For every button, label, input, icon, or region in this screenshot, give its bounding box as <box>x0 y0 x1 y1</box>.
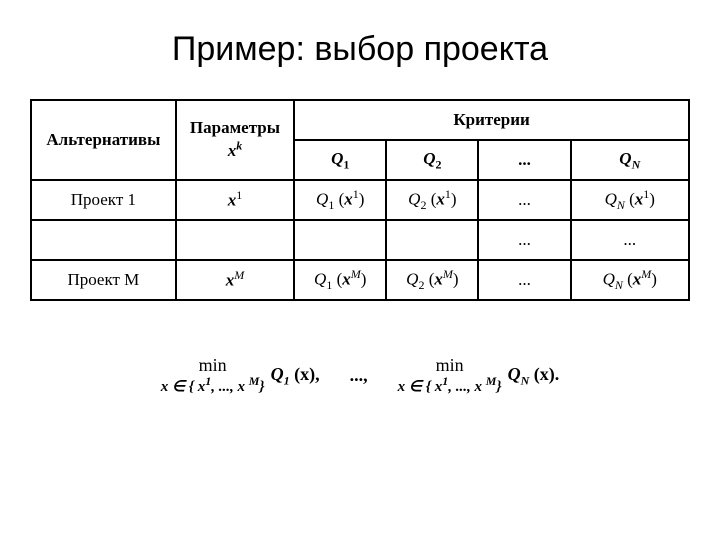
dom-close: } <box>496 379 501 395</box>
argv: x <box>342 270 351 289</box>
x: x <box>238 379 246 395</box>
table-row: ... ... <box>31 220 689 260</box>
th-parameters-l1: Параметры <box>190 118 280 137</box>
cd: , ..., <box>448 379 474 395</box>
table-row: Проект M xM Q1 (xM) Q2 (xM) ... QN (xM) <box>31 260 689 300</box>
th-criteria: Критерии <box>294 100 689 140</box>
min-label: min <box>199 356 227 375</box>
table-row: Проект 1 x1 Q1 (x1) Q2 (x1) ... QN (x1) <box>31 180 689 220</box>
sub: N <box>521 373 530 387</box>
var: x <box>228 191 237 210</box>
sm: M <box>486 374 497 388</box>
th-parameters: Параметры xk <box>176 100 294 180</box>
x: x <box>474 379 482 395</box>
sm: M <box>249 374 260 388</box>
cell-param <box>176 220 294 260</box>
cell-q2: Q2 (xM) <box>386 260 478 300</box>
cell-alt: Проект 1 <box>31 180 176 220</box>
slide: Пример: выбор проекта Альтернативы Парам… <box>0 0 720 540</box>
sub: N <box>615 278 623 292</box>
fn: Q <box>603 270 615 289</box>
cell-alt <box>31 220 176 260</box>
args: M <box>351 267 361 281</box>
th-dots: ... <box>478 140 570 180</box>
sup: 1 <box>236 188 242 202</box>
argv: x <box>635 190 644 209</box>
q-sub: 1 <box>343 157 349 171</box>
fn: Q <box>605 190 617 209</box>
th-param-var: x <box>228 141 237 160</box>
q-letter: Q <box>619 149 631 168</box>
min-label: min <box>436 356 464 375</box>
cell-dots: ... <box>478 180 570 220</box>
th-qn: QN <box>571 140 689 180</box>
cell-q1: Q1 (x1) <box>294 180 386 220</box>
th-q2: Q2 <box>386 140 478 180</box>
fn: Q <box>316 190 328 209</box>
sup: M <box>234 268 244 282</box>
arg: (x) <box>534 364 555 384</box>
cell-q1: Q1 (xM) <box>294 260 386 300</box>
q-letter: Q <box>423 149 435 168</box>
projects-table: Альтернативы Параметры xk Критерии Q1 Q2… <box>30 99 690 301</box>
cell-param: xM <box>176 260 294 300</box>
cell-q1 <box>294 220 386 260</box>
args: M <box>443 267 453 281</box>
dom-close: } <box>259 379 264 395</box>
argv: x <box>344 190 353 209</box>
fn: Q <box>406 270 418 289</box>
slide-title: Пример: выбор проекта <box>30 30 690 69</box>
var: x <box>226 271 235 290</box>
q-sub: N <box>632 157 641 171</box>
argv: x <box>436 190 445 209</box>
sep: , <box>315 364 320 384</box>
th-q1: Q1 <box>294 140 386 180</box>
arg: (x) <box>294 364 315 384</box>
th-param-sup: k <box>236 139 242 153</box>
argv: x <box>633 270 642 289</box>
min-operator-1: min x ∈ { x1, ..., x M} <box>161 356 265 396</box>
cell-dots: ... <box>478 220 570 260</box>
q1-term: Q1 (x), <box>271 364 320 389</box>
cell-param: x1 <box>176 180 294 220</box>
dom-open: x ∈ { <box>161 379 194 395</box>
q-sub: 2 <box>435 157 441 171</box>
q-letter: Q <box>331 149 343 168</box>
formula-row: min x ∈ { x1, ..., x M} Q1 (x), ..., min… <box>30 356 690 396</box>
trail: . <box>555 364 560 384</box>
cell-dots: ... <box>478 260 570 300</box>
qn-term: QN (x). <box>508 364 560 389</box>
th-alternatives: Альтернативы <box>31 100 176 180</box>
fn: Q <box>408 190 420 209</box>
cell-qn: QN (xM) <box>571 260 689 300</box>
Q: Q <box>271 364 284 384</box>
args: M <box>641 267 651 281</box>
cd: , ..., <box>211 379 237 395</box>
dom-open: x ∈ { <box>398 379 431 395</box>
table-header-row-1: Альтернативы Параметры xk Критерии <box>31 100 689 140</box>
sub: N <box>617 198 625 212</box>
formula-min-q1: min x ∈ { x1, ..., x M} Q1 (x), <box>161 356 320 396</box>
formula-middle-dots: ..., <box>350 365 368 386</box>
cell-q2: Q2 (x1) <box>386 180 478 220</box>
argv: x <box>434 270 443 289</box>
formula-min-qn: min x ∈ { x1, ..., x M} QN (x). <box>398 356 560 396</box>
fn: Q <box>314 270 326 289</box>
cell-qn: ... <box>571 220 689 260</box>
Q: Q <box>508 364 521 384</box>
min-operator-2: min x ∈ { x1, ..., x M} <box>398 356 502 396</box>
sub: 1 <box>284 373 290 387</box>
cell-qn: QN (x1) <box>571 180 689 220</box>
cell-q2 <box>386 220 478 260</box>
cell-alt: Проект M <box>31 260 176 300</box>
